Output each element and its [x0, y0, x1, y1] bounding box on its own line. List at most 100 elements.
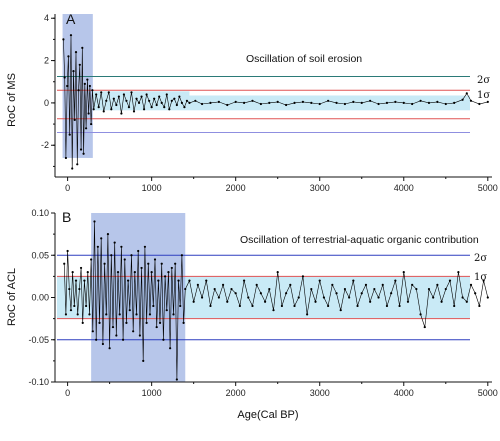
data-point	[402, 101, 405, 105]
data-point	[411, 283, 414, 286]
data-point	[200, 296, 204, 299]
data-point	[98, 321, 101, 324]
data-point	[95, 338, 98, 341]
series-line	[63, 35, 488, 169]
data-point	[221, 283, 225, 286]
data-point	[339, 309, 342, 312]
data-point	[84, 304, 88, 308]
data-point	[335, 101, 338, 105]
data-point	[64, 156, 68, 160]
data-point	[385, 101, 389, 105]
panel-a-letter: A	[66, 11, 76, 27]
data-point	[209, 101, 212, 105]
data-point	[436, 283, 439, 286]
data-point	[105, 313, 108, 316]
data-point	[127, 106, 131, 109]
panel-b-2sigma-label: 2σ	[474, 253, 487, 264]
data-point	[78, 63, 81, 66]
y-tick-label: 4	[44, 13, 49, 23]
data-point	[66, 249, 69, 253]
data-point	[81, 321, 84, 324]
x-axis-title: Age(Cal BP)	[237, 409, 298, 421]
panel-a-2sigma-label: 2σ	[477, 75, 490, 86]
panel-a-1sigma-label: 1σ	[477, 90, 490, 101]
data-point	[84, 127, 88, 130]
panel-a-sigma-lines	[57, 75, 470, 134]
background-band	[189, 95, 470, 111]
panel-b-letter: B	[62, 209, 71, 225]
data-point	[83, 82, 86, 85]
data-point	[112, 97, 115, 100]
data-point	[251, 99, 254, 102]
data-point	[175, 103, 178, 107]
data-point	[63, 76, 66, 79]
data-point	[331, 283, 334, 286]
data-point	[242, 279, 246, 282]
data-point	[469, 99, 473, 102]
data-point	[71, 167, 74, 170]
data-point	[167, 271, 170, 274]
data-point	[92, 108, 95, 111]
data-point	[148, 99, 151, 102]
data-point	[107, 91, 110, 94]
data-point	[178, 95, 181, 98]
data-point	[352, 100, 355, 103]
data-point	[88, 313, 91, 316]
data-point	[402, 271, 405, 274]
data-point	[73, 118, 76, 121]
data-point	[121, 338, 125, 341]
data-point	[217, 100, 220, 103]
data-point	[90, 122, 93, 126]
data-point	[385, 304, 389, 308]
data-point	[77, 89, 80, 92]
data-point	[364, 283, 368, 286]
x-tick-label: 3000	[310, 183, 330, 193]
data-point	[369, 300, 372, 303]
data-point	[165, 309, 168, 312]
data-point	[83, 279, 86, 282]
data-point	[97, 106, 100, 109]
data-point	[314, 300, 317, 303]
data-point	[423, 325, 426, 329]
data-point	[71, 271, 74, 274]
data-point	[152, 304, 155, 308]
data-point	[153, 258, 157, 261]
data-point	[74, 279, 78, 282]
data-point	[155, 325, 158, 329]
data-point	[72, 70, 75, 73]
data-point	[327, 99, 330, 102]
data-point	[68, 133, 71, 136]
data-point	[440, 300, 443, 303]
x-tick-label: 4000	[394, 183, 414, 193]
data-point	[306, 313, 309, 316]
data-point	[135, 97, 138, 100]
data-point	[377, 102, 380, 106]
data-point	[280, 304, 284, 308]
y-tick-label: -0.10	[28, 377, 49, 387]
data-point	[247, 296, 250, 299]
data-point	[148, 313, 152, 316]
data-point	[125, 99, 128, 102]
data-point	[352, 279, 355, 282]
y-tick-label: -2	[41, 140, 49, 150]
x-tick-label: 2000	[226, 183, 246, 193]
data-point	[157, 279, 160, 282]
data-point	[411, 102, 414, 106]
data-point	[67, 55, 70, 58]
data-point	[318, 279, 321, 282]
data-point	[177, 279, 180, 282]
data-point	[461, 296, 464, 299]
data-point	[486, 296, 489, 299]
data-point	[74, 51, 78, 54]
data-point	[348, 296, 351, 299]
data-point	[465, 92, 468, 95]
panel-b-series	[63, 220, 489, 381]
panel-a-series	[62, 34, 489, 170]
data-point	[453, 101, 456, 105]
data-point	[79, 266, 83, 270]
data-point	[132, 330, 135, 333]
data-point	[369, 99, 372, 102]
panel-b-ylabel: RoC of ACL	[6, 268, 18, 326]
data-point	[172, 313, 175, 316]
